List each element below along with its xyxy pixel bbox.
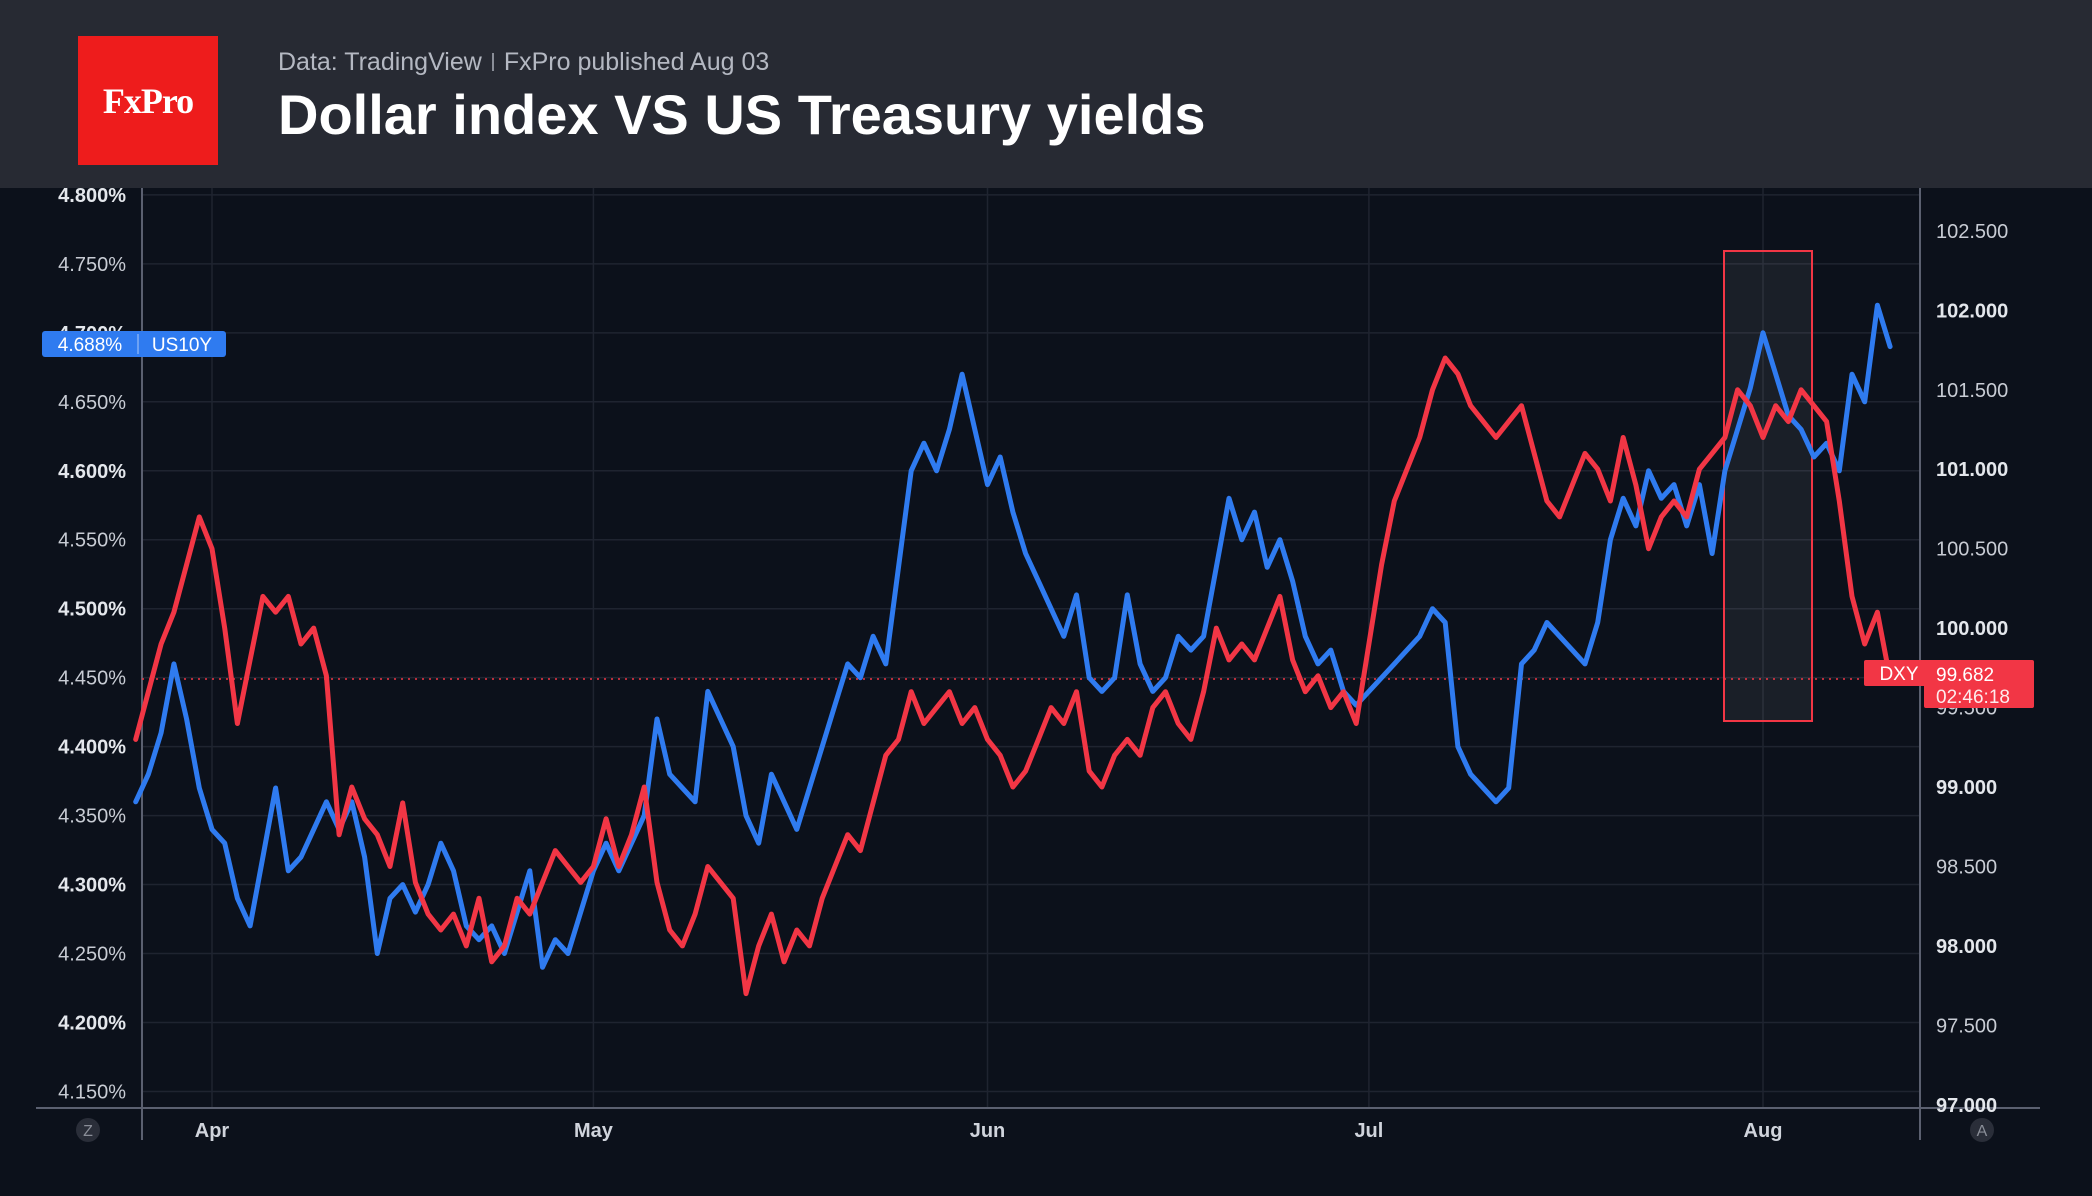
left-tick-label: 4.150%	[58, 1081, 126, 1103]
us10y-label: US10Y	[152, 335, 213, 356]
right-tick-label: 101.500	[1936, 380, 2008, 402]
right-tick-label: 98.500	[1936, 856, 1997, 878]
right-tick-label: 102.500	[1936, 221, 2008, 243]
left-tick-label: 4.200%	[58, 1012, 126, 1034]
right-axis-ticks: 97.00097.50098.00098.50099.00099.500100.…	[1936, 221, 2008, 1117]
dxy-line	[133, 355, 1893, 997]
series-layer	[133, 302, 1902, 997]
right-tick-label: 97.000	[1936, 1095, 1997, 1117]
left-axis-button-label[interactable]: Z	[83, 1123, 93, 1140]
left-tick-label: 4.650%	[58, 392, 126, 414]
left-tick-label: 4.400%	[58, 737, 126, 759]
us10y-line	[133, 302, 1893, 970]
chart-area[interactable]: 4.150% 4.200% 4.250% 4.300% 4.350% 4.400% 4.45…	[0, 188, 2092, 1196]
us10y-last-value: 4.688%	[58, 335, 123, 356]
us10y-badge: 4.688% US10Y	[42, 331, 226, 357]
grid-lines	[142, 188, 1920, 1108]
x-tick-label: Jun	[970, 1120, 1006, 1142]
left-tick-label: 4.800%	[58, 188, 126, 207]
x-tick-label: Jul	[1354, 1120, 1383, 1142]
dxy-value-bg	[1924, 660, 2034, 708]
left-tick-label: 4.250%	[58, 944, 126, 966]
dxy-badge: DXY 99.682 02:46:18	[1864, 660, 2034, 708]
left-tick-label: 4.450%	[58, 668, 126, 690]
x-tick-label: Aug	[1744, 1120, 1783, 1142]
chart-header: FxPro Data: TradingView FxPro published A…	[0, 0, 2092, 188]
left-axis-button-bg[interactable]	[76, 1118, 100, 1142]
x-tick-label: May	[574, 1120, 614, 1142]
left-tick-label: 4.750%	[58, 254, 126, 276]
dxy-label-bg	[1864, 660, 1934, 686]
published-date: FxPro published Aug 03	[503, 48, 770, 76]
chart-subtitle: Data: TradingView FxPro published Aug 03	[278, 48, 769, 77]
right-tick-label: 100.000	[1936, 618, 2008, 640]
right-tick-label: 102.000	[1936, 300, 2008, 322]
right-tick-label: 101.000	[1936, 459, 2008, 481]
x-tick-label: Apr	[195, 1120, 230, 1142]
left-tick-label: 4.550%	[58, 530, 126, 552]
data-source: Data: TradingView	[278, 48, 482, 76]
right-axis-button-label[interactable]: A	[1977, 1123, 1988, 1140]
right-tick-label: 98.000	[1936, 936, 1997, 958]
right-tick-label: 100.500	[1936, 539, 2008, 561]
left-axis-ticks: 4.150% 4.200% 4.250% 4.300% 4.350% 4.400% 4.45…	[58, 188, 126, 1103]
x-axis-ticks: Apr May Jun Jul Aug	[195, 1120, 1783, 1142]
right-axis-button-bg[interactable]	[1970, 1118, 1994, 1142]
dxy-countdown: 02:46:18	[1936, 687, 2010, 708]
left-tick-label: 4.500%	[58, 599, 126, 621]
right-tick-label: 99.000	[1936, 777, 1997, 799]
right-tick-label: 97.500	[1936, 1015, 1997, 1037]
dxy-last-value: 99.682	[1936, 665, 1994, 686]
logo-text: FxPro	[102, 80, 194, 121]
dxy-label: DXY	[1879, 664, 1918, 685]
fxpro-logo: FxPro	[78, 36, 218, 165]
left-tick-label: 4.600%	[58, 461, 126, 483]
us10y-badge-bg	[42, 331, 226, 357]
highlight-box	[1723, 250, 1813, 722]
left-tick-label: 4.350%	[58, 806, 126, 828]
chart-title: Dollar index VS US Treasury yields	[278, 83, 1206, 146]
right-axis-button[interactable]: A	[1970, 1118, 1994, 1142]
separator	[491, 53, 494, 71]
left-axis-button[interactable]: Z	[76, 1118, 100, 1142]
left-tick-label: 4.300%	[58, 875, 126, 897]
